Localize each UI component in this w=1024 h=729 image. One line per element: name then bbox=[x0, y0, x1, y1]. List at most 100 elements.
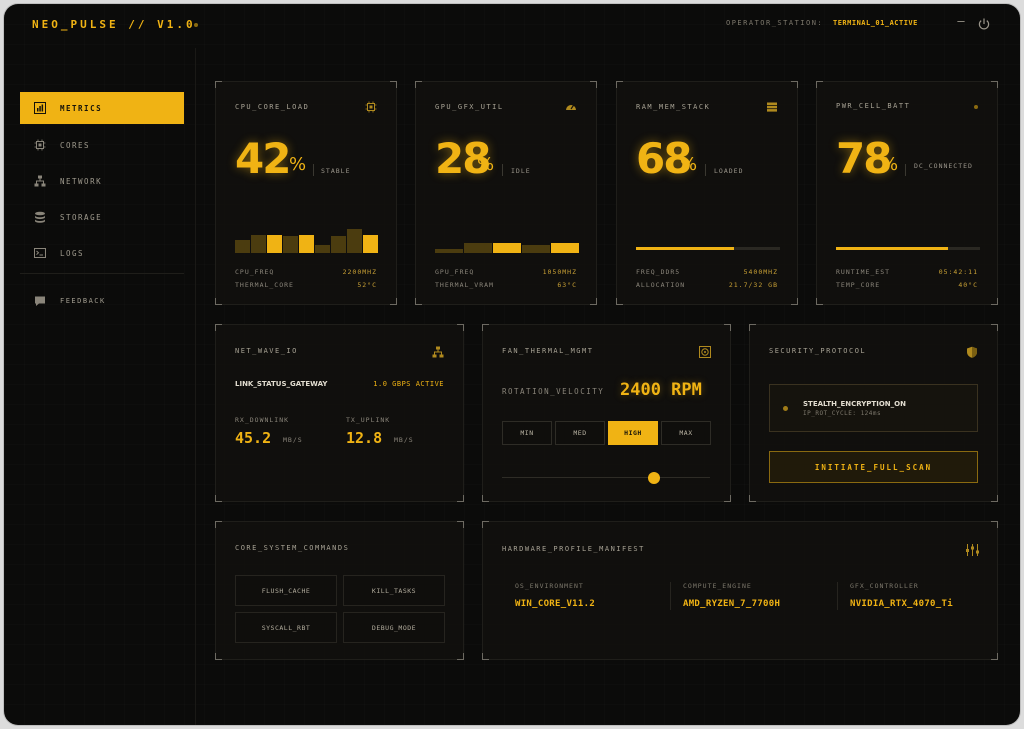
hardware-value: AMD_RYZEN_7_7700H bbox=[683, 599, 781, 609]
bar-chart-icon bbox=[34, 102, 46, 114]
sidebar-item-metrics[interactable]: METRICS bbox=[20, 92, 184, 124]
sidebar-item-label: METRICS bbox=[60, 103, 103, 113]
fan-slider-handle[interactable] bbox=[647, 472, 660, 484]
metric-label: THERMAL_VRAM bbox=[435, 281, 494, 289]
gpu-state: IDLE bbox=[511, 167, 531, 175]
card-title: NET_WAVE_IO bbox=[235, 347, 298, 355]
load-bar bbox=[267, 235, 282, 253]
tx-label: TX_UPLINK bbox=[346, 416, 391, 424]
hardware-column: OS_ENVIRONMENT WIN_CORE_V11.2 bbox=[515, 582, 665, 609]
load-bar bbox=[435, 249, 463, 253]
kill-tasks-button[interactable]: KILL_TASKS bbox=[343, 575, 445, 606]
metric-row: CPU_FREQ 2200MHZ bbox=[235, 268, 377, 276]
cpu-state: STABLE bbox=[321, 167, 351, 175]
ram-progress-bar bbox=[636, 247, 780, 250]
ip-rotation-cycle: IP_ROT_CYCLE: 124ms bbox=[803, 410, 882, 417]
feedback-link[interactable]: FEEDBACK bbox=[20, 285, 184, 317]
full-scan-button[interactable]: INITIATE_FULL_SCAN bbox=[769, 451, 978, 483]
gauge-icon bbox=[566, 104, 576, 110]
fan-mode-max[interactable]: MAX bbox=[661, 421, 711, 445]
load-bar bbox=[493, 243, 521, 253]
fan-mode-high[interactable]: HIGH bbox=[608, 421, 658, 445]
cpu-card: CPU_CORE_LOAD 42 % STABLE CPU_FREQ 2200M… bbox=[215, 81, 397, 305]
fan-icon bbox=[699, 346, 711, 358]
power-icon bbox=[978, 18, 990, 30]
metric-label: FREQ_DDR5 bbox=[636, 268, 681, 276]
hardware-card: HARDWARE_PROFILE_MANIFEST OS_ENVIRONMENT… bbox=[482, 521, 998, 660]
load-bar bbox=[522, 245, 550, 253]
fan-mode-med[interactable]: MED bbox=[555, 421, 605, 445]
minimize-button[interactable]: – bbox=[957, 14, 965, 28]
divider bbox=[313, 164, 314, 176]
metric-label: THERMAL_CORE bbox=[235, 281, 294, 289]
network-icon bbox=[34, 175, 46, 187]
hardware-label: COMPUTE_ENGINE bbox=[683, 582, 752, 590]
ram-usage-value: 68 bbox=[636, 134, 692, 183]
metric-value: 40°C bbox=[958, 281, 978, 289]
stack-icon bbox=[767, 102, 777, 112]
top-bar: NEO_PULSE // V1.0 OPERATOR_STATION: TERM… bbox=[4, 4, 1020, 48]
sidebar-item-logs[interactable]: LOGS bbox=[20, 237, 184, 269]
link-status-label: LINK_STATUS_GATEWAY bbox=[235, 380, 328, 388]
metric-value: 1050MHZ bbox=[542, 268, 577, 276]
divider bbox=[705, 164, 706, 176]
divider bbox=[905, 164, 906, 176]
sidebar-item-storage[interactable]: STORAGE bbox=[20, 201, 184, 233]
encryption-status-panel: STEALTH_ENCRYPTION_ON IP_ROT_CYCLE: 124m… bbox=[769, 384, 978, 432]
network-card: NET_WAVE_IO LINK_STATUS_GATEWAY 1.0 GBPS… bbox=[215, 324, 464, 502]
metric-value: 21.7/32 GB bbox=[728, 281, 778, 289]
rx-unit: MB/S bbox=[283, 436, 303, 444]
debug-mode-button[interactable]: DEBUG_MODE bbox=[343, 612, 445, 643]
metric-value: 2200MHZ bbox=[342, 268, 377, 276]
card-title: HARDWARE_PROFILE_MANIFEST bbox=[502, 545, 645, 553]
card-title: PWR_CELL_BATT bbox=[836, 102, 911, 110]
shield-icon bbox=[967, 346, 977, 358]
metric-label: ALLOCATION bbox=[636, 281, 686, 289]
status-dot-icon bbox=[783, 406, 788, 411]
flush-cache-button[interactable]: FLUSH_CACHE bbox=[235, 575, 337, 606]
load-bar bbox=[331, 236, 346, 253]
fan-slider-track[interactable] bbox=[502, 477, 710, 478]
hardware-value: NVIDIA_RTX_4070_Ti bbox=[850, 599, 953, 609]
ram-state: LOADED bbox=[714, 167, 744, 175]
metric-label: TEMP_CORE bbox=[836, 281, 881, 289]
metric-row: FREQ_DDR5 5400MHZ bbox=[636, 268, 778, 276]
tx-value: 12.8 bbox=[346, 429, 383, 447]
sidebar-item-label: LOGS bbox=[60, 248, 85, 258]
battery-value: 78 bbox=[836, 134, 892, 183]
ram-card: RAM_MEM_STACK 68 % LOADED FREQ_DDR5 5400… bbox=[616, 81, 798, 305]
app-window: NEO_PULSE // V1.0 OPERATOR_STATION: TERM… bbox=[4, 4, 1020, 725]
cpu-bar-graph bbox=[235, 225, 379, 253]
fan-mode-min[interactable]: MIN bbox=[502, 421, 552, 445]
load-bar bbox=[363, 235, 378, 253]
card-title: SECURITY_PROTOCOL bbox=[769, 347, 867, 355]
terminal-icon bbox=[34, 248, 46, 258]
tx-unit: MB/S bbox=[394, 436, 414, 444]
load-bar bbox=[251, 235, 266, 253]
power-card: PWR_CELL_BATT 78 % DC_CONNECTED RUNTIME_… bbox=[816, 81, 998, 305]
sidebar-item-cores[interactable]: CORES bbox=[20, 129, 184, 161]
metric-value: 05:42:11 bbox=[938, 268, 978, 276]
load-bar bbox=[235, 240, 250, 253]
power-state: DC_CONNECTED bbox=[914, 162, 973, 170]
metric-label: RUNTIME_EST bbox=[836, 268, 891, 276]
encryption-status: STEALTH_ENCRYPTION_ON bbox=[803, 400, 906, 408]
metric-value: 52°C bbox=[357, 281, 377, 289]
power-button[interactable] bbox=[977, 16, 991, 30]
percent-unit: % bbox=[477, 154, 495, 175]
sidebar-item-label: STORAGE bbox=[60, 212, 103, 222]
metric-row: GPU_FREQ 1050MHZ bbox=[435, 268, 577, 276]
load-bar bbox=[347, 229, 362, 253]
sidebar-item-network[interactable]: NETWORK bbox=[20, 165, 184, 197]
brand-title: NEO_PULSE // V1.0 bbox=[32, 18, 196, 31]
metric-value: 5400MHZ bbox=[743, 268, 778, 276]
syscall-reboot-button[interactable]: SYSCALL_RBT bbox=[235, 612, 337, 643]
operator-label: OPERATOR_STATION: bbox=[726, 19, 824, 27]
column-divider bbox=[837, 582, 838, 610]
sidebar-divider bbox=[20, 273, 184, 274]
divider bbox=[502, 164, 503, 176]
percent-unit: % bbox=[289, 154, 307, 175]
feedback-label: FEEDBACK bbox=[60, 297, 106, 305]
chip-icon bbox=[365, 101, 377, 113]
commands-card: CORE_SYSTEM_COMMANDS FLUSH_CACHE KILL_TA… bbox=[215, 521, 464, 660]
